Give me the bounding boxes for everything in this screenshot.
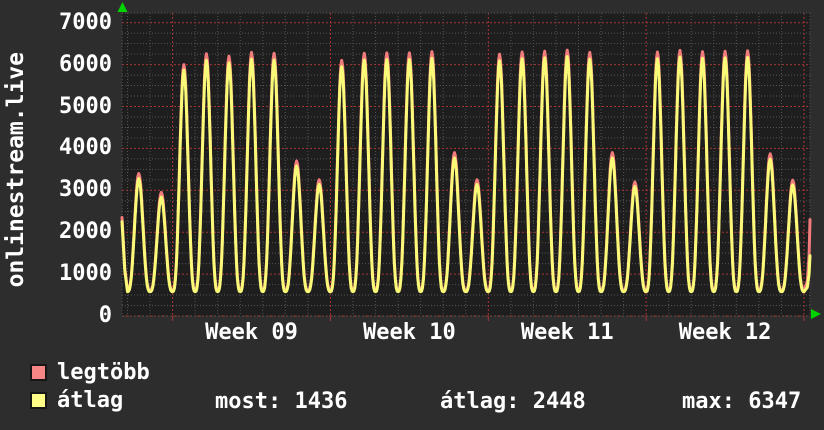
x-axis-label-week-11: Week 11 [520,320,614,345]
y-axis-label-1000: 1000 [59,261,112,287]
x-axis-label-week-12: Week 12 [678,320,772,345]
y-axis-label-4000: 4000 [59,135,112,161]
y-axis-label-5000: 5000 [59,93,112,119]
y-axis-label-6000: 6000 [59,51,112,77]
up-arrow-icon [117,2,128,12]
legend-swatch-legtobb [30,364,47,381]
legend-swatch-atlag [30,392,47,409]
stat-most-current: most: 1436 [215,389,348,414]
stat-max-peak: max: 6347 [682,389,802,414]
stat-atlag-average: átlag: 2448 [440,389,586,414]
legend-label-atlag: átlag [57,388,124,413]
right-arrow-icon [811,309,821,319]
x-axis-label-week-10: Week 10 [363,320,456,345]
x-axis-label-week-09: Week 09 [205,320,298,345]
y-axis-label-7000: 7000 [59,9,112,35]
legend-label-legtobb: legtöbb [57,360,150,385]
y-axis-label-2000: 2000 [59,219,112,245]
y-axis-label-3000: 3000 [59,177,112,203]
series-atlag-line [120,55,812,294]
y-axis-label-0: 0 [98,303,112,328]
